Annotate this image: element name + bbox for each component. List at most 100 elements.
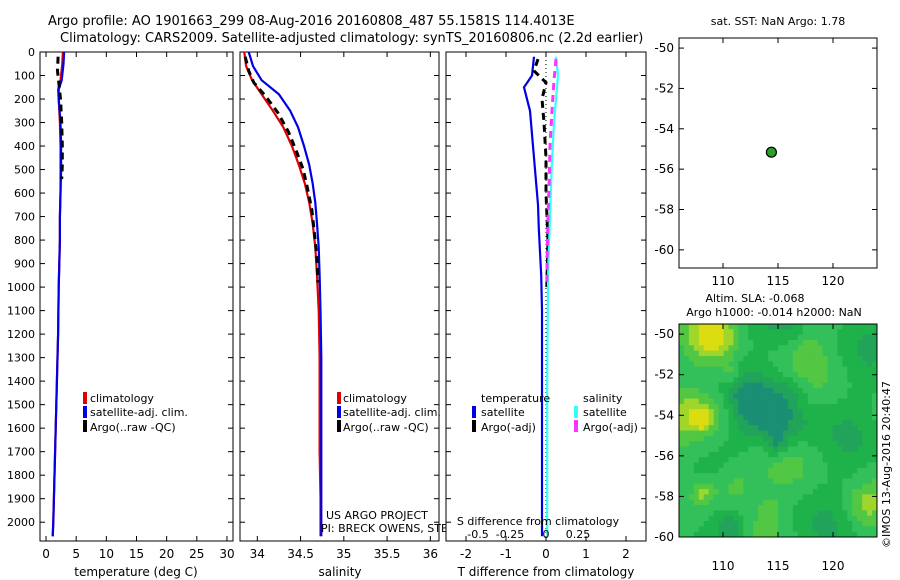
series-line-satellite — [522, 56, 544, 537]
sla-cell — [782, 329, 789, 336]
sla-cell — [822, 350, 828, 357]
sla-cell — [797, 483, 804, 490]
sla-cell — [792, 350, 799, 357]
y-tick-label: -56 — [654, 449, 674, 463]
y-tick-label: 500 — [14, 164, 35, 177]
sla-cell — [683, 355, 690, 362]
sla-cell — [679, 473, 685, 479]
sla-cell — [807, 345, 814, 352]
sla-cell — [827, 510, 833, 517]
sla-cell — [847, 446, 853, 453]
sla-cell — [713, 377, 719, 383]
y-tick-label: 200 — [14, 93, 35, 106]
sla-cell — [862, 414, 868, 421]
sla-cell — [698, 521, 705, 527]
sla-cell — [728, 419, 734, 426]
sla-cell — [698, 398, 705, 405]
sla-cell — [763, 366, 769, 373]
sla-cell — [763, 483, 769, 490]
sla-cell — [713, 382, 719, 389]
sla-cell — [738, 345, 744, 352]
sla-cell — [773, 457, 779, 463]
legend-label-t-satellite: satellite — [481, 406, 525, 419]
sla-cell — [837, 350, 843, 357]
sla-cell — [832, 339, 838, 346]
y-tick-label: 1500 — [7, 399, 35, 412]
sla-cell — [733, 339, 739, 346]
sla-cell — [708, 483, 715, 490]
sla-cell — [827, 398, 833, 405]
sla-cell — [688, 526, 695, 533]
sla-cell — [837, 339, 843, 346]
y-tick-label: 1800 — [7, 469, 35, 482]
sla-cell — [832, 393, 838, 399]
sla-cell — [703, 350, 710, 357]
sla-cell — [728, 345, 734, 352]
sla-cell — [713, 339, 719, 346]
sla-cell — [758, 419, 764, 426]
sla-cell — [802, 409, 809, 415]
sla-cell — [753, 371, 759, 378]
sla-cell — [773, 435, 779, 442]
sla-cell — [857, 435, 863, 442]
sla-cell — [723, 409, 729, 415]
sla-cell — [683, 334, 690, 341]
sla-cell — [852, 467, 858, 474]
sla-cell — [748, 457, 754, 463]
sla-cell — [778, 531, 784, 538]
sla-cell — [713, 403, 719, 410]
x-tick-label: 25 — [189, 547, 204, 561]
sla-cell — [872, 489, 878, 495]
sla-cell — [857, 425, 863, 431]
sla-cell — [852, 483, 858, 490]
sla-cell — [807, 329, 814, 336]
sla-cell — [728, 382, 734, 389]
sla-cell — [683, 499, 690, 506]
sla-cell — [748, 366, 754, 373]
sla-cell — [683, 366, 690, 373]
y-tick-label: -58 — [654, 202, 674, 216]
sla-cell — [708, 499, 715, 506]
sla-cell — [778, 371, 784, 378]
sla-cell — [728, 361, 734, 367]
sla-cell — [867, 414, 873, 421]
sla-cell — [822, 489, 828, 495]
sla-cell — [718, 441, 724, 447]
sla-cell — [728, 531, 734, 538]
sla-cell — [683, 531, 690, 538]
sla-cell — [738, 515, 744, 522]
sla-cell — [758, 494, 764, 501]
sla-cell — [817, 473, 823, 479]
sla-cell — [792, 355, 799, 362]
sla-cell — [679, 425, 685, 431]
sla-cell — [683, 467, 690, 474]
sla-cell — [782, 515, 789, 522]
sla-cell — [782, 457, 789, 463]
sla-cell — [698, 473, 705, 479]
sla-cell — [758, 329, 764, 336]
sla-cell — [812, 457, 818, 463]
sla-cell — [773, 324, 779, 330]
sla-cell — [837, 403, 843, 410]
sla-cell — [703, 446, 710, 453]
sla-cell — [748, 430, 754, 437]
sla-cell — [743, 531, 749, 538]
sla-cell — [773, 329, 779, 336]
sla-cell — [797, 521, 804, 527]
sla-cell — [768, 446, 774, 453]
sla-cell — [797, 361, 804, 367]
sla-cell — [782, 473, 789, 479]
sla-cell — [787, 510, 794, 517]
sla-title-line1: Altim. SLA: -0.068 — [705, 292, 804, 305]
sla-cell — [792, 473, 799, 479]
sla-cell — [822, 403, 828, 410]
sla-cell — [703, 478, 710, 485]
sla-cell — [698, 505, 705, 511]
sla-cell — [728, 505, 734, 511]
sla-cell — [787, 377, 794, 383]
sla-cell — [733, 531, 739, 538]
sla-cell — [753, 430, 759, 437]
legend-header-salinity: salinity — [583, 392, 623, 405]
sla-cell — [867, 462, 873, 469]
sla-cell — [703, 462, 710, 469]
